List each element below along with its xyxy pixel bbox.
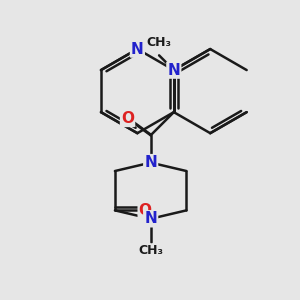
- Text: N: N: [144, 155, 157, 170]
- Text: CH₃: CH₃: [138, 244, 163, 257]
- Text: N: N: [131, 41, 144, 56]
- Text: O: O: [139, 203, 152, 218]
- Text: N: N: [167, 63, 180, 78]
- Text: N: N: [144, 211, 157, 226]
- Text: CH₃: CH₃: [147, 36, 172, 49]
- Text: O: O: [121, 111, 134, 126]
